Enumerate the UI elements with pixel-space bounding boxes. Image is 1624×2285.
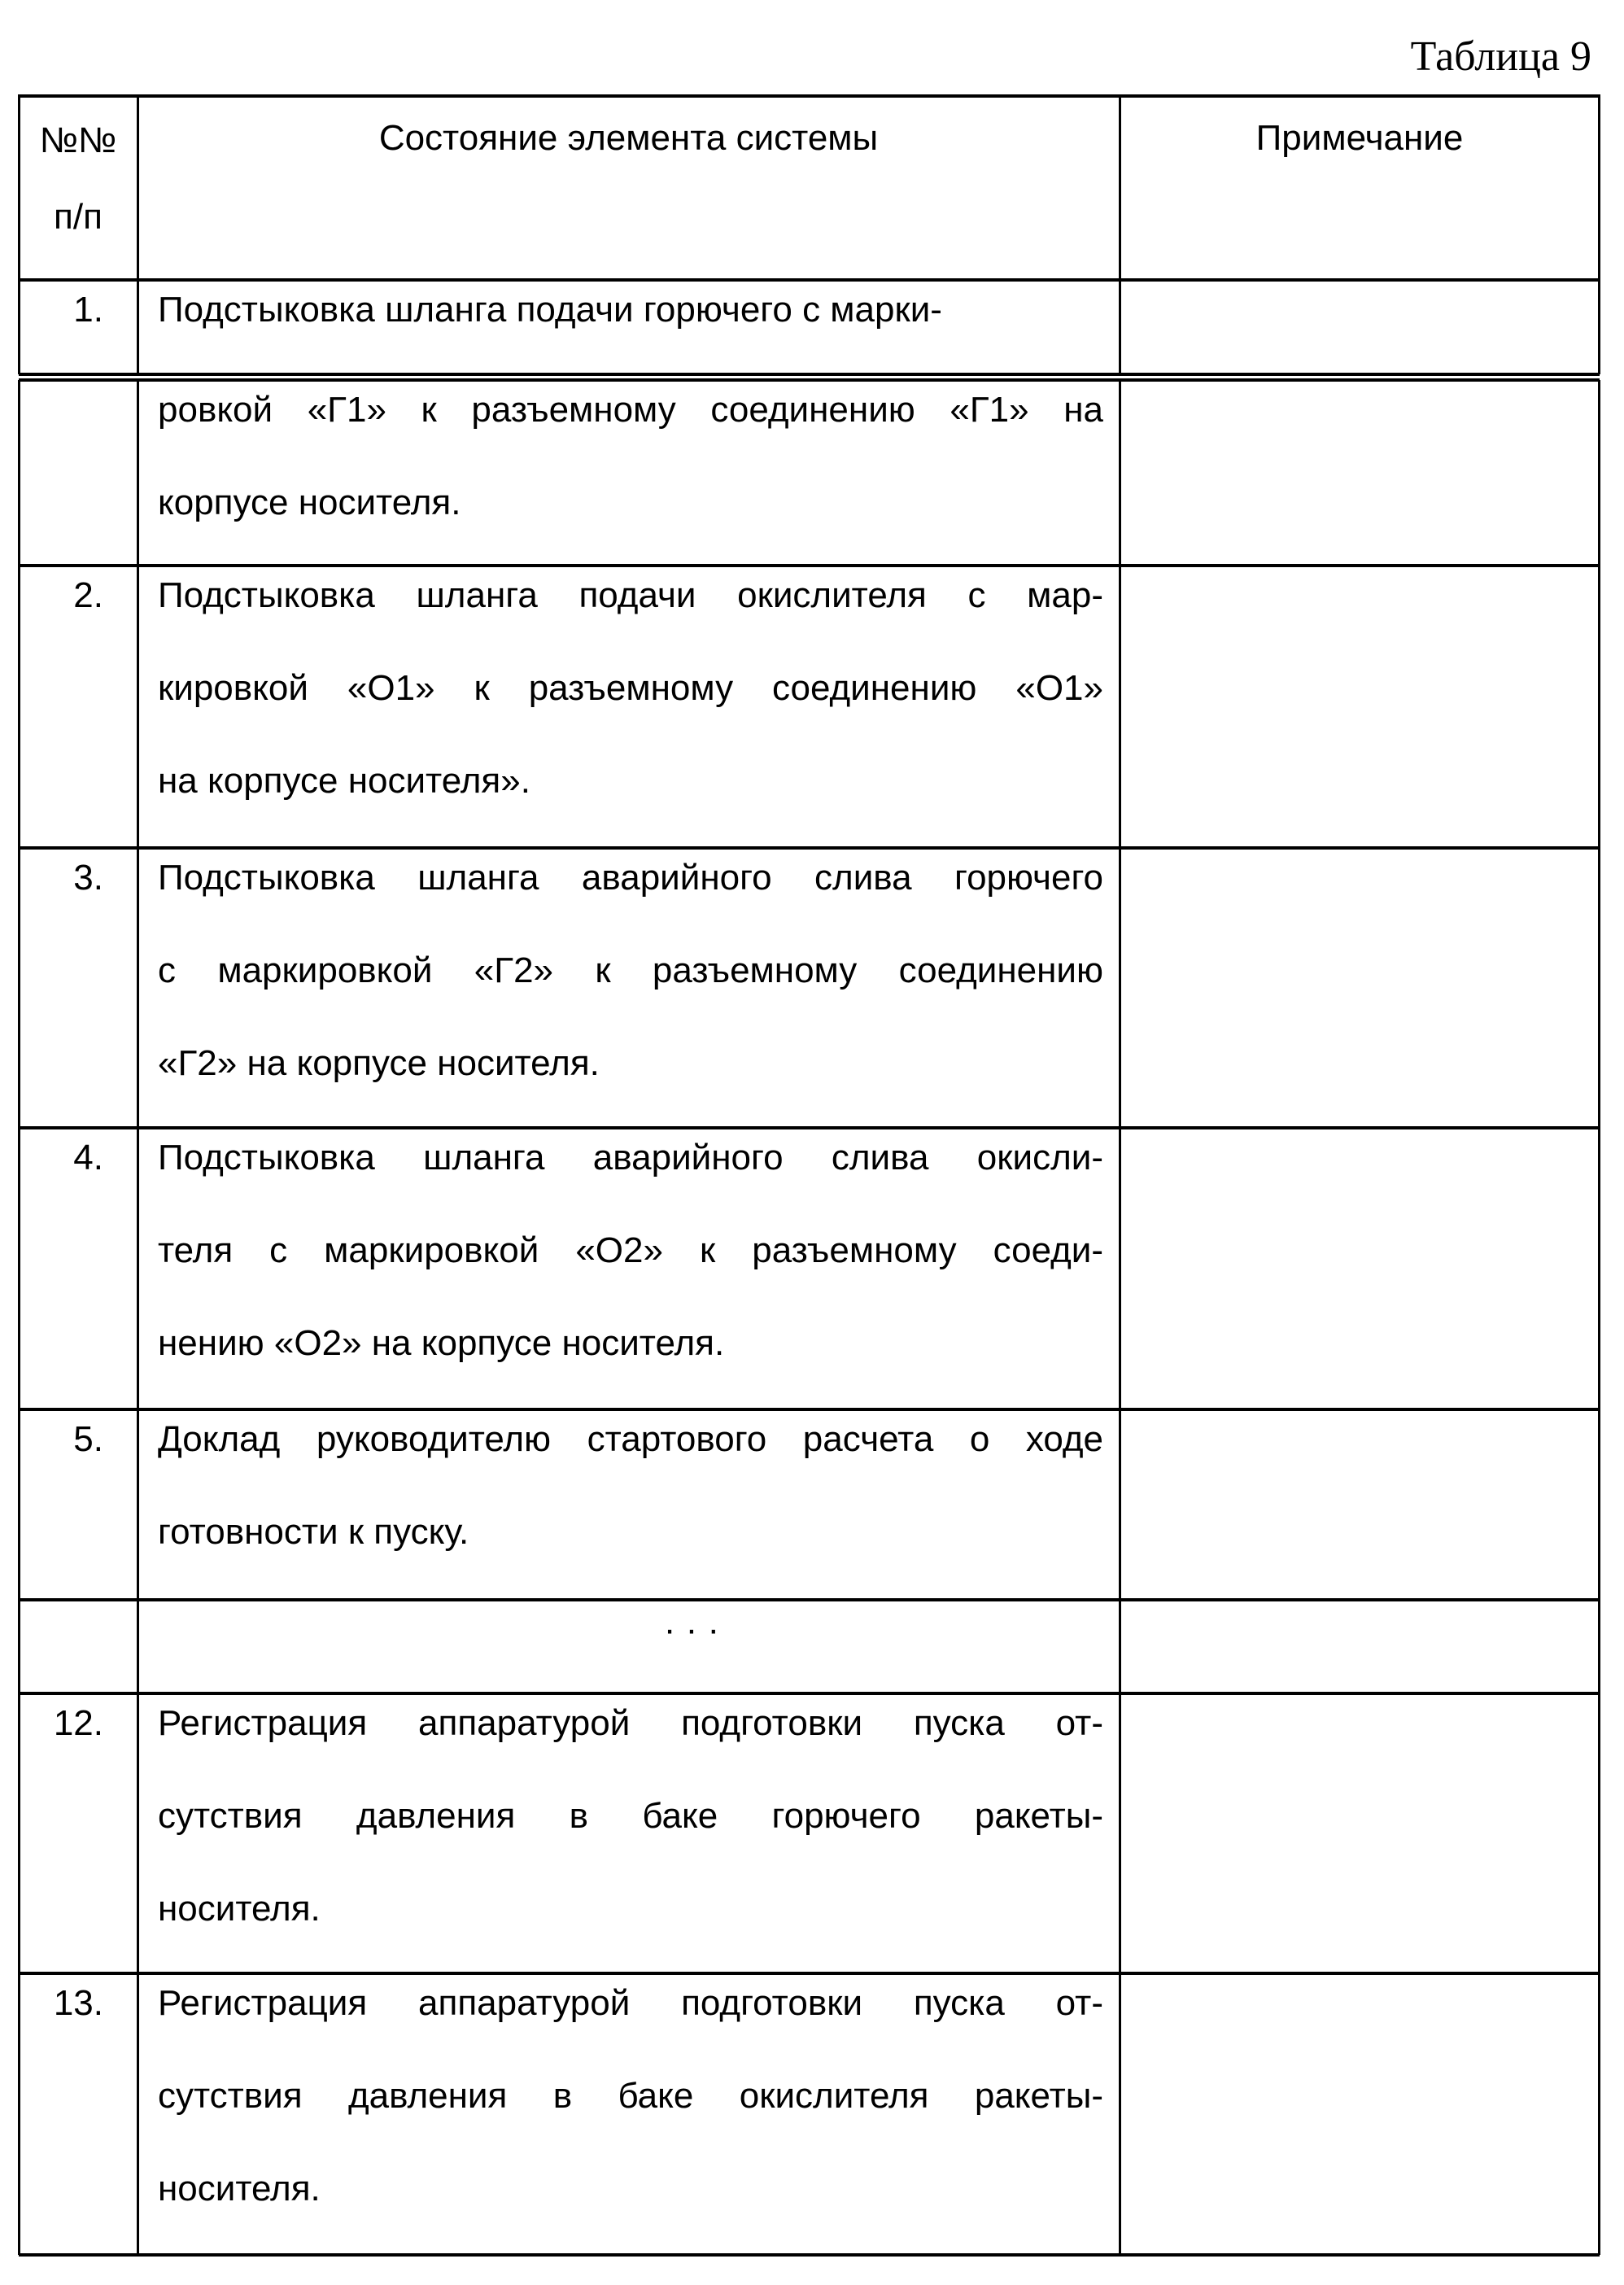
row-number-text: 3. — [19, 832, 138, 924]
state-text-line: Подстыковка шланга подачи окислителя с м… — [158, 549, 1103, 642]
header-state: Состояние элемента системы — [138, 118, 1120, 159]
row-state-text: · · · — [158, 1584, 1103, 1676]
table-border-right — [1598, 1973, 1600, 2255]
row-state-text: Подстыковка шланга подачи окислителя с м… — [158, 549, 1103, 828]
row-state-text: Доклад руководителю стартового расчета о… — [158, 1393, 1103, 1579]
table-border-right — [1598, 280, 1600, 374]
column-divider — [1119, 1973, 1121, 2255]
header-num: №№ п/п — [19, 114, 138, 244]
row-state-text: Регистрация аппаратурой подготовки пуска… — [158, 1677, 1103, 1955]
row-number: 2. — [19, 549, 138, 642]
state-text-line: Регистрация аппаратурой подготовки пуска… — [158, 1957, 1103, 2050]
row-number: 13. — [19, 1957, 138, 2050]
row-number-text: 12. — [19, 1677, 138, 1770]
state-text-line: носителя. — [158, 1863, 1103, 1955]
column-divider — [1119, 566, 1121, 848]
table-border-right — [1598, 380, 1600, 566]
state-text-line: · · · — [158, 1584, 1103, 1676]
table-border-right — [1598, 1128, 1600, 1409]
state-text-line: с маркировкой «Г2» к разъемному соединен… — [158, 924, 1103, 1017]
table-border-right — [1598, 1600, 1600, 1693]
row-number: 5. — [19, 1393, 138, 1486]
state-text-line: сутствия давления в баке окислителя раке… — [158, 2050, 1103, 2143]
column-divider — [1119, 1693, 1121, 1973]
header-num-line2: п/п — [19, 190, 138, 244]
state-text-line: теля с маркировкой «О2» к разъемному сое… — [158, 1204, 1103, 1297]
row-state-text: Подстыковка шланга аварийного слива горю… — [158, 832, 1103, 1110]
table-border-right — [1598, 566, 1600, 848]
state-text-line: Регистрация аппаратурой подготовки пуска… — [158, 1677, 1103, 1770]
state-text-line: кировкой «О1» к разъемному соединению «О… — [158, 642, 1103, 735]
row-number: 3. — [19, 832, 138, 924]
row-number-text: 1. — [19, 264, 138, 356]
row-number-text — [19, 364, 138, 457]
state-text-line: Доклад руководителю стартового расчета о… — [158, 1393, 1103, 1486]
row-number — [19, 364, 138, 457]
row-state-text: Регистрация аппаратурой подготовки пуска… — [158, 1957, 1103, 2235]
row-number — [19, 1584, 138, 1676]
state-text-line: готовности к пуску. — [158, 1486, 1103, 1579]
row-state-text: Подстыковка шланга подачи горючего с мар… — [158, 264, 1103, 356]
row-number: 1. — [19, 264, 138, 356]
row-number-text: 13. — [19, 1957, 138, 2050]
row-number-text: 5. — [19, 1393, 138, 1486]
row-state-text: ровкой «Г1» к разъемному соединению «Г1»… — [158, 364, 1103, 549]
state-text-line: корпусе носителя. — [158, 457, 1103, 549]
state-text-line: Подстыковка шланга аварийного слива горю… — [158, 832, 1103, 924]
state-text-line: носителя. — [158, 2143, 1103, 2235]
column-divider — [1119, 1600, 1121, 1693]
column-divider — [1119, 280, 1121, 374]
row-number-text — [19, 1584, 138, 1676]
row-number-text: 4. — [19, 1112, 138, 1204]
state-text-line: Подстыковка шланга аварийного слива окис… — [158, 1112, 1103, 1204]
state-text-line: «Г2» на корпусе носителя. — [158, 1017, 1103, 1110]
state-text-line: на корпусе носителя». — [158, 735, 1103, 828]
row-state-text: Подстыковка шланга аварийного слива окис… — [158, 1112, 1103, 1390]
state-text-line: сутствия давления в баке горючего ракеты… — [158, 1770, 1103, 1863]
column-divider — [1119, 848, 1121, 1128]
table-caption: Таблица 9 — [1411, 33, 1591, 81]
state-text-line: Подстыковка шланга подачи горючего с мар… — [158, 264, 1103, 356]
column-divider — [1119, 1409, 1121, 1600]
header-num-line1: №№ — [19, 114, 138, 168]
row-number-text: 2. — [19, 549, 138, 642]
state-text-line: нению «О2» на корпусе носителя. — [158, 1297, 1103, 1390]
row-border-bottom — [19, 2253, 1600, 2257]
column-divider — [1119, 380, 1121, 566]
state-text-line: ровкой «Г1» к разъемному соединению «Г1»… — [158, 364, 1103, 457]
column-divider — [1119, 1128, 1121, 1409]
table-border-right — [1598, 848, 1600, 1128]
row-number: 4. — [19, 1112, 138, 1204]
table-border-right — [1598, 1693, 1600, 1973]
header-note: Примечание — [1120, 118, 1600, 159]
table-border-right — [1598, 1409, 1600, 1600]
row-number: 12. — [19, 1677, 138, 1770]
table-border-top — [19, 94, 1600, 98]
